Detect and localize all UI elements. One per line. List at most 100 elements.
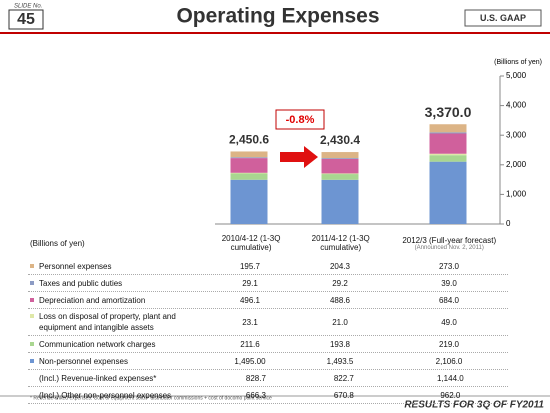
row-label: Taxes and public duties (39, 278, 123, 288)
legend-swatch (30, 314, 34, 318)
slide-label: SLIDE No. (14, 4, 42, 10)
cell: 29.1 (242, 278, 258, 288)
y-tick-label: 4,000 (506, 101, 527, 110)
y-tick-label: 0 (506, 219, 511, 228)
bar-segment (321, 174, 359, 180)
row-label: (Incl.) Revenue-linked expenses* (39, 373, 157, 383)
table-row: Taxes and public duties 29.1 29.2 39.0 (28, 275, 508, 292)
bar-segment (321, 158, 359, 174)
cell: 49.0 (441, 317, 457, 327)
total-label: 2,450.6 (229, 133, 269, 147)
cell: 1,493.5 (326, 356, 354, 366)
row-label-cell: (Incl.) Other non-personnel expenses (28, 388, 217, 403)
table-row: Depreciation and amortization 496.1 488.6 6… (28, 292, 508, 309)
bar-segment (429, 124, 467, 133)
cell: 39.0 (441, 278, 457, 288)
cell: 962.0 (440, 390, 461, 400)
y-tick-label: 1,000 (506, 190, 527, 199)
row-label-cell: Non-personnel expenses (28, 354, 210, 369)
cell: 21.0 (332, 317, 348, 327)
cell: 684.0 (438, 295, 460, 305)
cell: 219.0 (438, 339, 460, 349)
table-row: Loss on disposal of property, plant and … (28, 309, 508, 336)
table-row: Non-personnel expenses 1,495.00 1,493.5 2,1… (28, 353, 508, 370)
cell: 29.2 (332, 278, 348, 288)
row-label-cell: Personnel expenses (28, 259, 210, 274)
row-label-cell: Communication network charges (28, 337, 210, 352)
y-tick-label: 5,000 (506, 71, 527, 80)
bar-segment (230, 158, 268, 173)
bar-segment (429, 155, 467, 162)
bar-segment (230, 173, 268, 180)
cell: 211.6 (240, 339, 260, 349)
bar-segment (321, 158, 359, 159)
row-label: (Incl.) Other non-personnel expenses (39, 390, 172, 400)
cell: 193.8 (329, 339, 351, 349)
bar-segment (230, 179, 268, 224)
cell: 670.8 (333, 390, 354, 400)
cell: 1,144.0 (437, 373, 464, 383)
total-label: 2,430.4 (320, 133, 360, 147)
table-row: (Incl.) Other non-personnel expenses 666.… (28, 387, 508, 404)
row-label-cell: Depreciation and amortization (28, 293, 210, 308)
arrow (280, 146, 318, 168)
category-label: 2010/4-12 (1-3Q cumulative) (221, 234, 281, 252)
row-label: Loss on disposal of property, plant and … (39, 312, 176, 332)
category-cell: 2012/3 (Full-year forecast) (Announced No… (390, 236, 508, 251)
cell: 488.6 (329, 295, 351, 305)
category-label: 2011/4-12 (1-3Q cumulative) (311, 234, 370, 252)
table: (Billions of yen) 2010/4-12 (1-3Q cumula… (28, 228, 508, 404)
table-row: Personnel expenses 195.7 204.3 273.0 (28, 258, 508, 275)
row-label: Communication network charges (39, 339, 156, 349)
slide-number-box (8, 9, 44, 30)
table-row: (Incl.) Revenue-linked expenses* 828.7 822… (28, 370, 508, 387)
row-label-cell: (Incl.) Revenue-linked expenses* (28, 371, 217, 386)
table-row: Communication network charges 211.6 193.8 2… (28, 336, 508, 353)
table-header: (Billions of yen) 2010/4-12 (1-3Q cumula… (28, 228, 508, 258)
row-label-cell: Loss on disposal of property, plant and … (28, 309, 210, 335)
legend-swatch (30, 297, 34, 302)
y-axis-label: (Billions of yen) (494, 59, 542, 66)
bar-segment (429, 153, 467, 156)
category-label: 2012/3 (Full-year forecast) (402, 235, 497, 245)
slide-number: 45 (17, 11, 35, 28)
cell: 822.7 (333, 373, 354, 383)
slide-title: Operating Expenses (176, 5, 379, 28)
y-tick-label: 3,000 (506, 130, 527, 139)
legend-swatch (30, 341, 34, 346)
legend-swatch (30, 280, 34, 285)
cell: 828.7 (245, 373, 266, 383)
bar-segment (429, 132, 467, 134)
annotation-box (275, 109, 325, 130)
row-label-cell: Taxes and public duties (28, 276, 210, 291)
annotation: -0.8% (286, 114, 315, 126)
bar-segment (321, 179, 359, 224)
bar-segment (230, 151, 268, 158)
y-tick-label: 2,000 (506, 160, 527, 169)
legend-swatch (30, 358, 34, 363)
row-label: Personnel expenses (39, 261, 112, 271)
badge: U.S. GAAP (480, 13, 526, 23)
cell: 23.1 (242, 317, 258, 327)
cell: 666.3 (245, 390, 266, 400)
cell: 1,495.00 (234, 356, 266, 366)
cell: 496.1 (239, 295, 261, 305)
bar-segment (230, 157, 268, 159)
legend-swatch (30, 263, 34, 268)
bar-segment (321, 152, 359, 159)
row-label: Depreciation and amortization (39, 295, 146, 305)
cell: 273.0 (438, 261, 460, 271)
footnote: * Revenue-linked expenses: Cost of equip… (30, 395, 272, 401)
category-note: (Announced Nov. 2, 2011) (414, 244, 484, 251)
bar-segment (230, 172, 268, 174)
badge-box (464, 9, 542, 27)
table-unit: (Billions of yen) (30, 238, 85, 248)
bar-segment (429, 133, 467, 154)
footer: RESULTS FOR 3Q OF FY2011 (404, 400, 544, 411)
row-label: Non-personnel expenses (39, 356, 128, 366)
cell: 195.7 (239, 261, 261, 271)
cell: 2,106.0 (435, 356, 463, 366)
bar-segment (321, 173, 359, 175)
